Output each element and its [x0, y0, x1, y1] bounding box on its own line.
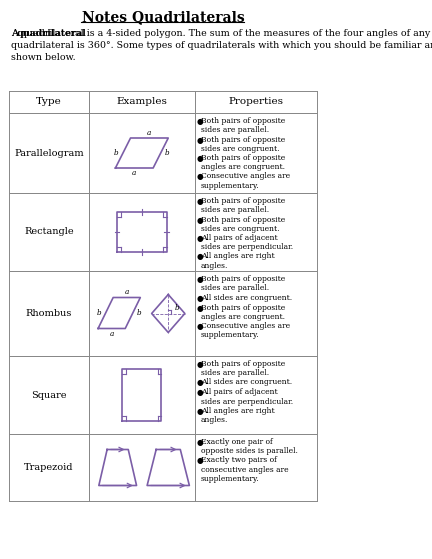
Text: b: b: [137, 309, 141, 317]
Text: ●: ●: [197, 304, 203, 312]
Text: ●: ●: [197, 438, 203, 447]
Text: Both pairs of opposite
sides are parallel.: Both pairs of opposite sides are paralle…: [201, 117, 285, 134]
Text: ●: ●: [197, 216, 203, 225]
Text: ●: ●: [197, 197, 203, 206]
Text: ●: ●: [197, 135, 203, 144]
Text: Consecutive angles are
supplementary.: Consecutive angles are supplementary.: [201, 173, 290, 190]
Text: A: A: [11, 29, 21, 38]
Text: All sides are congruent.: All sides are congruent.: [201, 378, 292, 386]
Text: Parallelogram: Parallelogram: [14, 149, 84, 158]
Text: ●: ●: [197, 154, 203, 163]
Text: Square: Square: [31, 391, 67, 400]
Text: ●: ●: [197, 457, 203, 466]
Text: ●: ●: [197, 389, 203, 397]
Text: Both pairs of opposite
sides are parallel.: Both pairs of opposite sides are paralle…: [201, 360, 285, 377]
Text: a: a: [147, 129, 152, 137]
Text: ●: ●: [197, 117, 203, 126]
Text: b: b: [165, 149, 170, 157]
Text: Rectangle: Rectangle: [24, 228, 74, 236]
Text: Both pairs of opposite
angles are congruent.: Both pairs of opposite angles are congru…: [201, 154, 285, 171]
Text: All pairs of adjacent
sides are perpendicular.: All pairs of adjacent sides are perpendi…: [201, 389, 293, 406]
Text: ●: ●: [197, 275, 203, 284]
Text: Examples: Examples: [116, 97, 167, 107]
Text: a: a: [109, 329, 114, 338]
Text: Consecutive angles are
supplementary.: Consecutive angles are supplementary.: [201, 322, 290, 339]
Text: ●: ●: [197, 234, 203, 243]
Text: Type: Type: [36, 97, 62, 107]
Text: All angles are right
angles.: All angles are right angles.: [201, 253, 274, 269]
Text: Both pairs of opposite
angles are congruent.: Both pairs of opposite angles are congru…: [201, 304, 285, 321]
Text: Both pairs of opposite
sides are congruent.: Both pairs of opposite sides are congrue…: [201, 135, 285, 153]
Text: ●: ●: [197, 173, 203, 182]
Text: Properties: Properties: [228, 97, 283, 107]
Text: b: b: [114, 149, 118, 157]
Text: a: a: [124, 288, 129, 296]
Text: ●: ●: [197, 378, 203, 387]
Text: ●: ●: [197, 322, 203, 331]
Text: Notes Quadrilaterals: Notes Quadrilaterals: [82, 10, 245, 24]
Text: ●: ●: [197, 293, 203, 302]
Text: ●: ●: [197, 360, 203, 369]
Text: b: b: [96, 309, 101, 317]
Text: quadrilateral: quadrilateral: [17, 29, 87, 38]
Text: ●: ●: [197, 253, 203, 262]
Text: Rhombus: Rhombus: [26, 309, 72, 318]
Text: All pairs of adjacent
sides are perpendicular.: All pairs of adjacent sides are perpendi…: [201, 234, 293, 251]
Text: Both pairs of opposite
sides are congruent.: Both pairs of opposite sides are congrue…: [201, 216, 285, 233]
Text: Exactly one pair of
opposite sides is parallel.: Exactly one pair of opposite sides is pa…: [201, 438, 298, 455]
Text: A quadrilateral is a 4-sided polygon. The sum of the measures of the four angles: A quadrilateral is a 4-sided polygon. Th…: [11, 29, 432, 62]
Text: a: a: [132, 169, 137, 177]
Text: Both pairs of opposite
sides are parallel.: Both pairs of opposite sides are paralle…: [201, 275, 285, 292]
Text: ●: ●: [197, 407, 203, 416]
Text: Trapezoid: Trapezoid: [24, 463, 74, 472]
Text: All sides are congruent.: All sides are congruent.: [201, 293, 292, 301]
Text: Both pairs of opposite
sides are parallel.: Both pairs of opposite sides are paralle…: [201, 197, 285, 214]
Text: All angles are right
angles.: All angles are right angles.: [201, 407, 274, 424]
Text: b: b: [174, 304, 179, 311]
Text: Exactly two pairs of
consecutive angles are
supplementary.: Exactly two pairs of consecutive angles …: [201, 457, 288, 483]
